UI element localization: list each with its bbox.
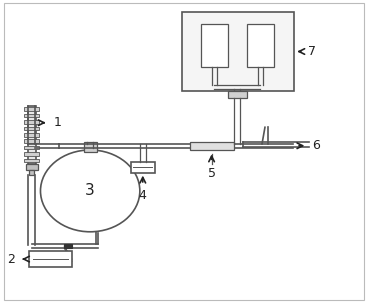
- Bar: [247, 24, 274, 67]
- Bar: [24, 108, 39, 111]
- Bar: [24, 114, 39, 118]
- Bar: [29, 251, 72, 267]
- Bar: [201, 24, 228, 67]
- Bar: [29, 170, 34, 175]
- Text: 2: 2: [8, 253, 15, 265]
- Bar: [84, 142, 97, 152]
- Bar: [24, 120, 39, 124]
- Text: 6: 6: [312, 139, 320, 152]
- Text: 4: 4: [139, 189, 147, 202]
- Circle shape: [40, 150, 140, 232]
- Bar: [182, 12, 294, 91]
- Bar: [26, 164, 38, 170]
- Text: 7: 7: [308, 45, 316, 58]
- Bar: [228, 91, 247, 98]
- Bar: [24, 152, 39, 156]
- Bar: [24, 158, 39, 162]
- Bar: [28, 106, 36, 164]
- Bar: [24, 139, 39, 143]
- Text: 3: 3: [85, 183, 95, 198]
- Bar: [24, 127, 39, 130]
- Text: 1: 1: [53, 116, 61, 129]
- Text: 5: 5: [208, 167, 216, 180]
- Bar: [131, 162, 155, 173]
- Bar: [24, 133, 39, 137]
- Bar: [64, 244, 72, 248]
- Bar: [190, 142, 234, 150]
- Bar: [24, 146, 39, 149]
